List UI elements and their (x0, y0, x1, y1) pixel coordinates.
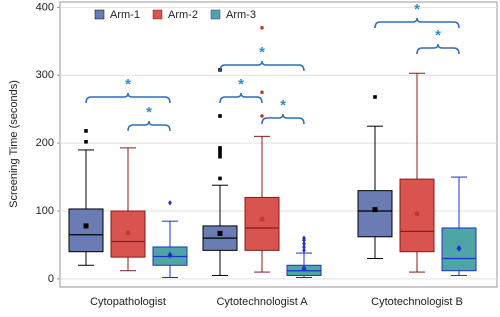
outlier (260, 114, 264, 118)
significance-bracket (374, 17, 460, 29)
mean-marker (414, 211, 420, 217)
outlier (84, 129, 88, 133)
y-tick-label: 300 (36, 69, 54, 81)
mean-marker (83, 223, 89, 229)
outlier (218, 146, 222, 150)
significance-star: * (414, 1, 420, 18)
mean-marker (217, 230, 223, 236)
box (357, 190, 393, 238)
outlier (302, 235, 306, 241)
outlier (218, 151, 222, 156)
x-tick-label: Cytotechnologist A (216, 296, 308, 308)
y-tick-label: 200 (36, 137, 54, 149)
y-tick-label: 0 (48, 273, 54, 285)
significance-bracket (85, 92, 171, 104)
outlier (260, 90, 264, 95)
outlier (373, 95, 377, 99)
legend-label: Arm-3 (226, 9, 256, 21)
outlier (218, 114, 222, 118)
x-tick-label: Cytopathologist (90, 296, 166, 308)
y-tick-label: 400 (36, 1, 54, 13)
significance-bracket (416, 43, 460, 55)
plot-frame (59, 1, 498, 288)
mean-marker (372, 207, 378, 213)
significance-star: * (435, 27, 441, 44)
outlier (260, 25, 264, 30)
box (68, 208, 104, 253)
significance-bracket (219, 60, 305, 72)
mean-marker (125, 230, 131, 236)
mean-marker (259, 216, 265, 222)
outlier (168, 200, 172, 206)
significance-star: * (259, 44, 265, 61)
mean-marker (456, 244, 462, 252)
legend-swatch (94, 9, 105, 20)
significance-star: * (280, 97, 286, 114)
x-tick-label: Cytotechnologist B (371, 296, 463, 308)
outlier (218, 154, 222, 159)
box (399, 178, 435, 253)
significance-bracket (127, 120, 171, 132)
significance-bracket (261, 113, 305, 125)
outlier (218, 176, 222, 181)
significance-star: * (146, 104, 152, 121)
significance-star: * (238, 76, 244, 93)
legend-label: Arm-1 (110, 9, 140, 21)
box (244, 196, 280, 251)
outlier (302, 247, 306, 254)
mean-marker (301, 265, 307, 273)
legend-swatch (210, 9, 221, 20)
legend-label: Arm-2 (168, 9, 198, 21)
outlier (302, 244, 306, 250)
significance-bracket (219, 92, 263, 104)
outlier (302, 240, 306, 247)
y-tick-label: 100 (36, 205, 54, 217)
significance-star: * (125, 76, 131, 93)
outlier (84, 139, 88, 144)
mean-marker (167, 251, 173, 259)
y-axis-label: Screening Time (seconds) (8, 80, 20, 208)
legend-swatch (152, 9, 163, 20)
outlier (218, 148, 222, 152)
